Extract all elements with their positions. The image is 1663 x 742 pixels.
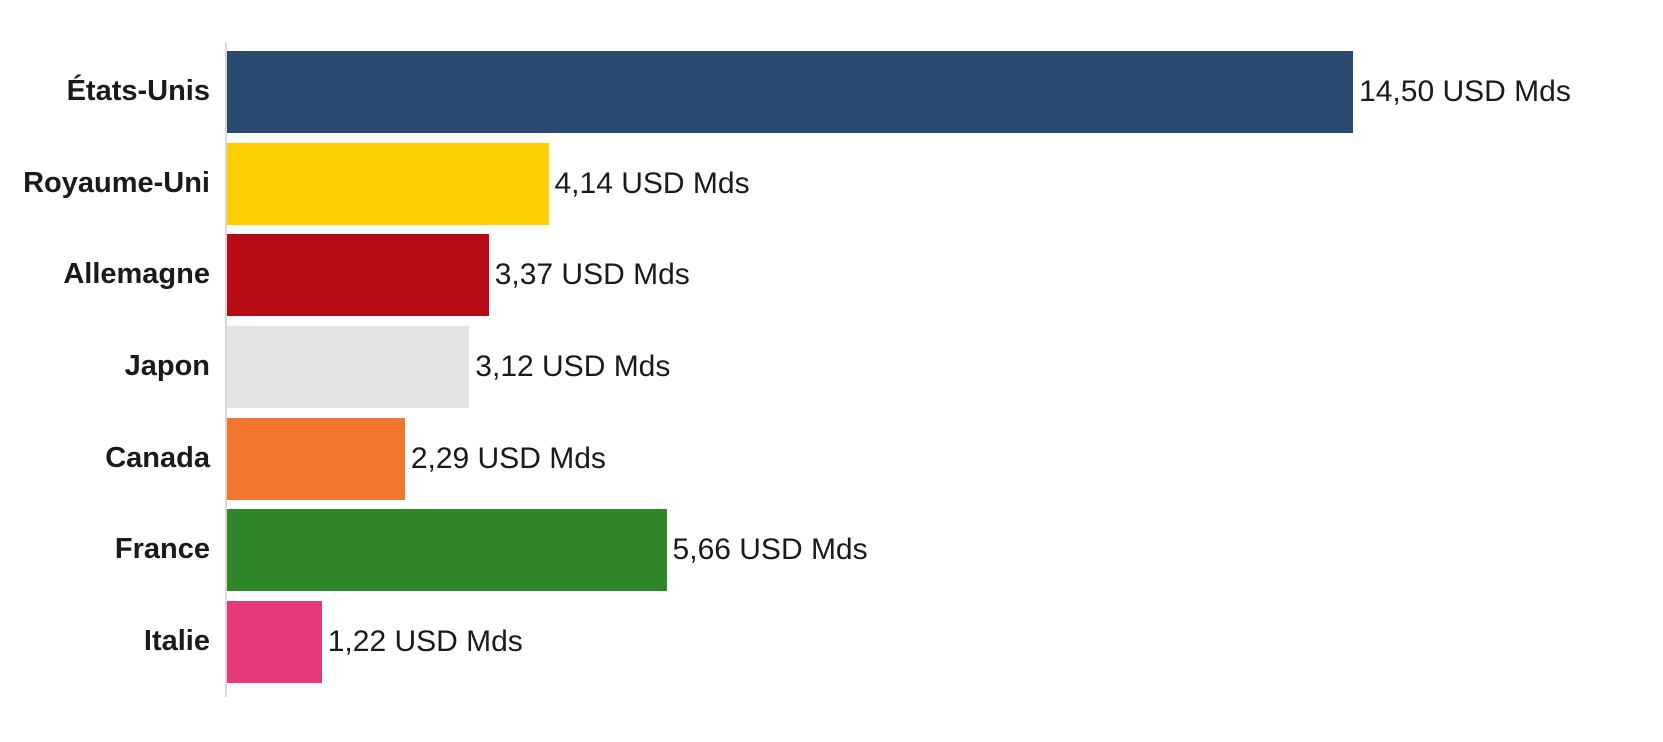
bar	[227, 509, 667, 592]
bar	[227, 50, 1354, 133]
bar	[227, 325, 470, 408]
y-axis-line	[225, 42, 227, 697]
value-label: 1,22 USD Mds	[327, 624, 523, 658]
value-label: 2,29 USD Mds	[410, 441, 606, 475]
value-label: 3,12 USD Mds	[475, 349, 671, 383]
chart-row: États-Unis 14,50 USD Mds	[0, 46, 1663, 138]
chart-rows: États-Unis 14,50 USD Mds Royaume-Uni 4,14 U…	[0, 46, 1663, 688]
chart-row: Canada 2,29 USD Mds	[0, 413, 1663, 505]
category-label: Allemagne	[63, 258, 210, 291]
chart-row: Allemagne 3,37 USD Mds	[0, 229, 1663, 321]
bar-track: 14,50 USD Mds	[227, 50, 1663, 133]
category-label: France	[114, 533, 210, 566]
bar-track: 3,12 USD Mds	[227, 325, 1663, 408]
category-label: Italie	[143, 625, 210, 658]
bar	[227, 142, 549, 225]
category-label: Canada	[105, 441, 210, 474]
chart-row: Japon 3,12 USD Mds	[0, 321, 1663, 413]
category-label: Royaume-Uni	[23, 166, 210, 199]
bar	[227, 417, 405, 500]
chart-row: Italie 1,22 USD Mds	[0, 596, 1663, 688]
value-label: 4,14 USD Mds	[554, 166, 750, 200]
value-label: 3,37 USD Mds	[494, 258, 690, 292]
bar-track: 1,22 USD Mds	[227, 600, 1663, 683]
bar-track: 2,29 USD Mds	[227, 417, 1663, 500]
chart-row: Royaume-Uni 4,14 USD Mds	[0, 138, 1663, 230]
bar-track: 5,66 USD Mds	[227, 509, 1663, 592]
value-label: 14,50 USD Mds	[1359, 74, 1571, 108]
value-label: 5,66 USD Mds	[672, 533, 868, 567]
bar	[227, 600, 322, 683]
bar	[227, 234, 489, 317]
bar-track: 4,14 USD Mds	[227, 142, 1663, 225]
category-label: Japon	[124, 349, 210, 382]
bar-track: 3,37 USD Mds	[227, 234, 1663, 317]
category-label: États-Unis	[66, 74, 210, 107]
chart-row: France 5,66 USD Mds	[0, 504, 1663, 596]
